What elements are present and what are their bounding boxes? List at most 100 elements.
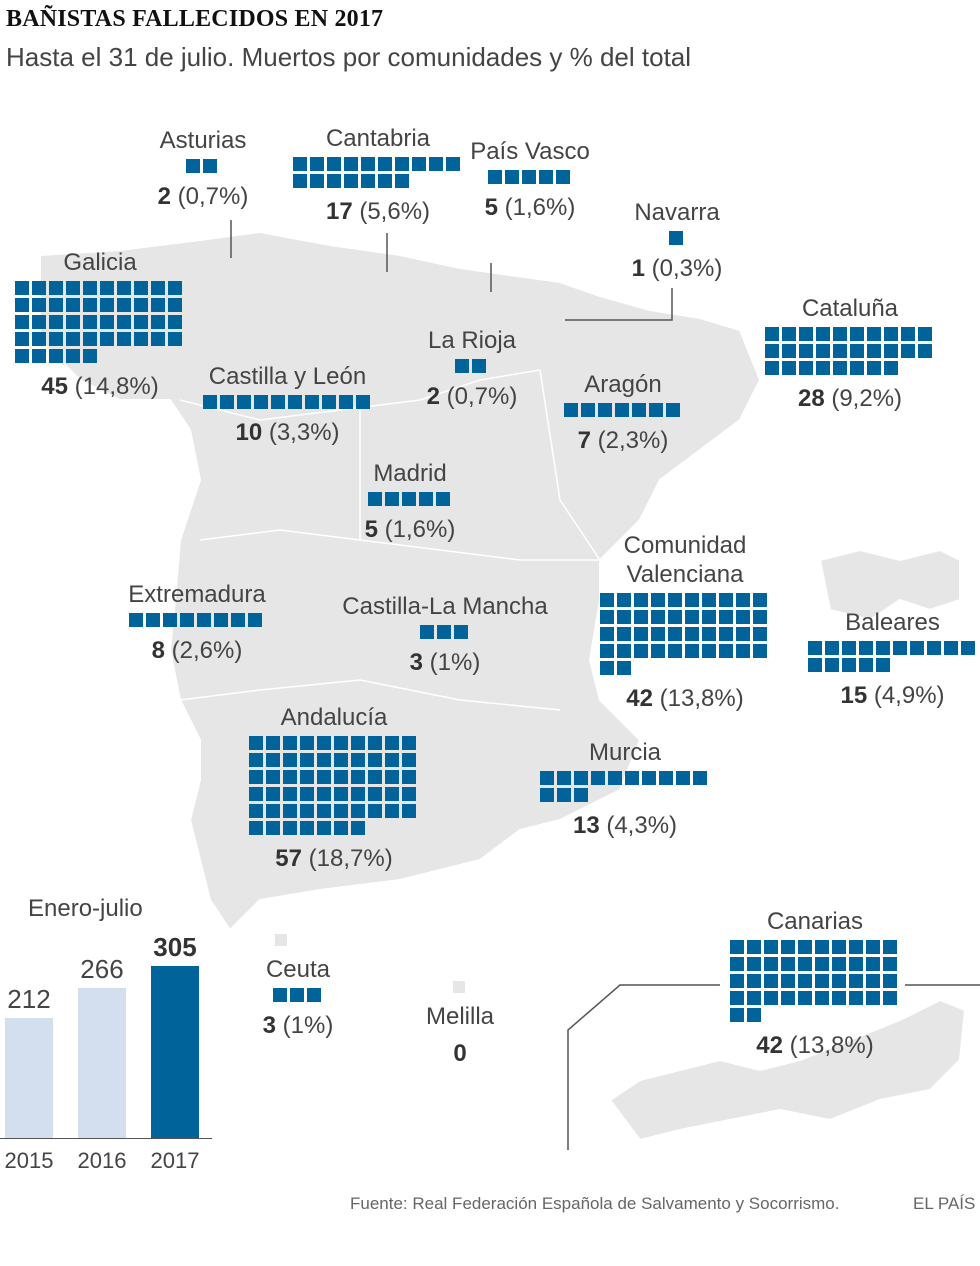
waffle-square <box>753 593 767 607</box>
region-pais-vasco: País Vasco 5 (1,6%) <box>465 137 595 223</box>
waffle-square <box>867 344 881 358</box>
region-cantabria: Cantabria 17 (5,6%) <box>288 124 468 227</box>
waffle-square <box>850 327 864 341</box>
bar-category-label: 2017 <box>150 1148 200 1173</box>
region-name: Baleares <box>845 609 940 636</box>
region-name: Andalucía <box>280 704 388 731</box>
waffle-square <box>334 804 348 818</box>
region-value: 5 (1,6%) <box>465 193 595 223</box>
waffle-square <box>753 627 767 641</box>
waffle-square <box>555 170 570 184</box>
waffle-square <box>317 787 331 801</box>
waffle-square <box>249 787 263 801</box>
waffle-square <box>402 787 416 801</box>
waffle-square <box>334 770 348 784</box>
waffle-square <box>747 940 761 954</box>
waffle-square <box>648 403 663 417</box>
waffle-square <box>668 610 682 624</box>
waffle-square <box>368 753 382 767</box>
waffle-square <box>816 361 830 375</box>
region-value: 15 (4,9%) <box>805 681 980 711</box>
waffle-squares <box>487 170 573 187</box>
waffle-square <box>668 231 683 245</box>
region-name: Cataluña <box>801 295 899 322</box>
region-name: Castilla-La Mancha <box>342 593 548 620</box>
waffle-square <box>719 644 733 658</box>
region-canarias: Canarias 42 (13,8%) <box>720 907 910 1061</box>
region-value: 7 (2,3%) <box>553 426 693 456</box>
waffle-square <box>918 327 932 341</box>
region-pct: (1%) <box>423 649 481 676</box>
waffle-squares <box>293 157 463 191</box>
waffle-square <box>625 771 639 785</box>
waffle-square <box>32 298 46 312</box>
waffle-square <box>338 395 353 409</box>
region-name: Asturias <box>159 127 247 154</box>
waffle-square <box>100 315 114 329</box>
region-count: 45 <box>41 373 68 400</box>
waffle-square <box>361 174 375 188</box>
waffle-square <box>764 974 778 988</box>
waffle-square <box>833 344 847 358</box>
waffle-square <box>418 492 433 506</box>
region-count: 2 <box>157 183 171 210</box>
waffle-square <box>317 804 331 818</box>
waffle-square <box>283 787 297 801</box>
waffle-square <box>849 940 863 954</box>
waffle-square <box>798 957 812 971</box>
region-pct: (0,7%) <box>440 383 518 410</box>
waffle-square <box>798 974 812 988</box>
region-cataluna: Cataluña 28 (9,2%) <box>755 294 945 414</box>
waffle-square <box>832 991 846 1005</box>
waffle-square <box>248 613 262 627</box>
waffle-square <box>901 344 915 358</box>
waffle-square <box>538 170 553 184</box>
waffle-squares <box>455 359 489 376</box>
bar-category-label: 2015 <box>4 1148 54 1173</box>
waffle-square <box>49 298 63 312</box>
waffle-square <box>574 771 588 785</box>
waffle-square <box>617 610 631 624</box>
region-name: Extremadura <box>128 581 266 608</box>
waffle-squares <box>202 395 373 412</box>
waffle-square <box>943 641 958 655</box>
waffle-square <box>918 344 932 358</box>
waffle-square <box>287 395 302 409</box>
waffle-square <box>617 593 631 607</box>
waffle-square <box>66 281 80 295</box>
waffle-square <box>129 613 143 627</box>
region-madrid: Madrid 5 (1,6%) <box>350 459 470 545</box>
region-pct: (1%) <box>276 1012 334 1039</box>
waffle-squares <box>367 492 453 509</box>
bar-2015 <box>5 1018 53 1138</box>
waffle-square <box>266 804 280 818</box>
region-name: Ceuta <box>265 956 331 983</box>
waffle-square <box>300 736 314 750</box>
waffle-square <box>815 974 829 988</box>
bar-category-label: 2016 <box>77 1148 127 1173</box>
waffle-square <box>883 940 897 954</box>
waffle-square <box>799 361 813 375</box>
waffle-square <box>151 332 165 346</box>
region-pct: (14,8%) <box>68 373 159 400</box>
waffle-square <box>901 327 915 341</box>
waffle-square <box>385 804 399 818</box>
region-value: 8 (2,6%) <box>112 636 282 666</box>
waffle-square <box>253 395 268 409</box>
waffle-square <box>310 157 324 171</box>
canarias-shape <box>608 998 967 1142</box>
region-value: 42 (13,8%) <box>590 684 780 714</box>
waffle-square <box>659 771 673 785</box>
waffle-square <box>283 804 297 818</box>
waffle-square <box>617 661 631 675</box>
waffle-square <box>334 736 348 750</box>
region-asturias: Asturias 2 (0,7%) <box>138 126 268 212</box>
waffle-square <box>841 641 856 655</box>
waffle-square <box>747 991 761 1005</box>
waffle-square <box>849 974 863 988</box>
region-galicia: Galicia 45 (14,8%) <box>10 248 190 402</box>
region-comunidad-valenciana: Comunidad Valenciana 42 (13,8%) <box>590 531 780 714</box>
waffle-square <box>266 736 280 750</box>
region-name: País Vasco <box>470 138 590 165</box>
waffle-square <box>32 315 46 329</box>
